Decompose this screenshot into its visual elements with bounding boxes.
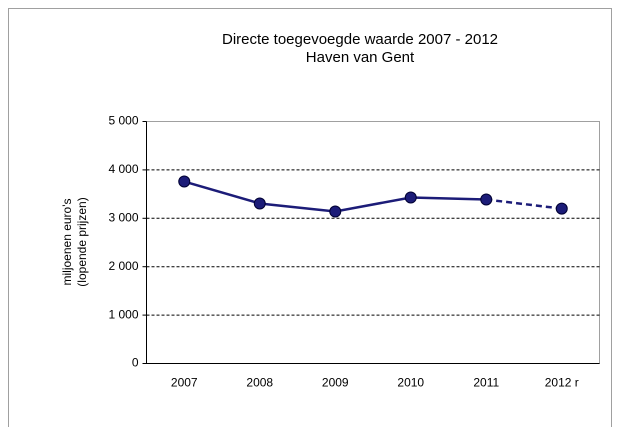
y-tick-label: 0	[132, 356, 139, 370]
y-tick-label: 4 000	[108, 162, 138, 176]
marker	[329, 205, 342, 218]
chart-frame	[8, 8, 612, 427]
y-tick-label: 1 000	[108, 307, 138, 321]
marker	[555, 202, 568, 215]
marker	[404, 191, 417, 204]
x-tick-label: 2011	[473, 376, 499, 390]
marker	[480, 193, 493, 206]
x-tick-label: 2009	[322, 376, 349, 390]
y-tick-label: 2 000	[108, 259, 138, 273]
chart-title: Directe toegevoegde waarde 2007 - 2012	[222, 31, 498, 48]
x-tick-label: 2007	[171, 376, 198, 390]
chart-subtitle: Haven van Gent	[306, 49, 415, 66]
y-tick-label: 3 000	[108, 210, 138, 224]
plot-area	[146, 121, 600, 364]
y-axis-label: miljoenen euro's	[60, 198, 74, 285]
x-tick-label: 2010	[397, 376, 424, 390]
marker	[178, 175, 191, 188]
line-dashed	[486, 198, 562, 210]
y-tick-label: 5 000	[108, 114, 138, 128]
marker	[253, 197, 266, 210]
x-tick-label: 2012 r	[545, 376, 579, 390]
x-tick-label: 2008	[246, 376, 273, 390]
y-axis-label: (lopende prijzen)	[75, 197, 89, 286]
